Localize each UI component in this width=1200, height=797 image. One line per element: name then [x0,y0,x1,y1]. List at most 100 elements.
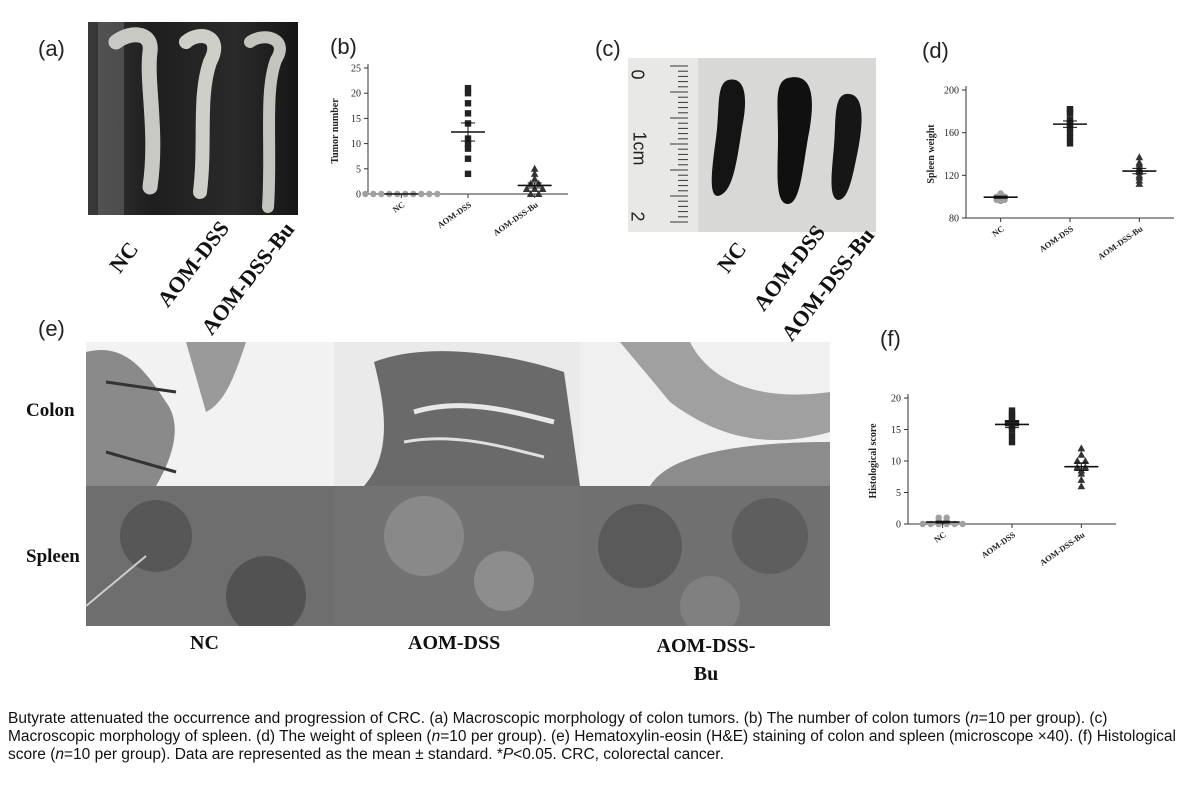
row-label-spleen: Spleen [26,546,80,567]
data-point [1073,457,1082,464]
caption-part-4: =10 per group). Data are represented as … [64,746,503,763]
histology-colon-aomdssbu [580,342,830,486]
histology-colon-aomdss [334,342,580,486]
caption-n-2: n [431,728,441,745]
data-point [464,90,472,97]
x-tick-label: AOM-DSS [435,199,473,230]
data-point [464,145,472,152]
histology-colon-nc [86,342,334,486]
data-point [919,520,926,528]
ruler-label-2: 2 [628,211,648,222]
x-tick-label: NC [932,529,948,544]
panel-c-group-nc: NC [712,236,752,278]
caption-part-3: =10 per group). (e) Hematoxylin-eosin (H… [8,728,1176,763]
y-tick-label: 15 [891,425,901,436]
x-tick-label: AOM-DSS-Bu [1038,529,1087,567]
x-tick-label: AOM-DSS-Bu [1096,223,1145,261]
data-point [464,170,472,178]
caption-part-2: =10 per group). (c) Macroscopic morpholo… [8,710,1108,745]
data-point [1135,153,1144,161]
ruler-ticks [670,65,688,223]
histology-spleen-aomdss [334,486,580,626]
x-tick-label: AOM-DSS [979,529,1017,560]
y-tick-label: 15 [351,114,361,125]
y-tick-label: 0 [896,520,901,531]
data-point [534,190,543,197]
data-point [464,155,472,162]
col-label-aomdss: AOM-DSS [408,632,501,654]
data-point [464,84,472,92]
data-point [378,190,385,198]
data-point [1008,432,1016,439]
data-point [1077,450,1086,458]
y-tick-label: 200 [944,86,959,97]
caption-part-5: <0.05. CRC, colorectal cancer. [513,746,724,763]
colon-photo [88,22,298,215]
caption-n-1: n [970,710,979,727]
y-tick-label: 120 [944,171,959,182]
caption-p: P [502,746,514,763]
col-label-nc: NC [190,632,219,654]
spleen-photo: 0 1cm 2 [628,58,876,232]
data-point [464,110,472,117]
data-point [434,190,441,198]
panel-a-label: (a) [38,36,65,61]
data-point [997,197,1004,205]
panel-b-label: (b) [330,34,357,59]
panel-a-group-nc: NC [104,236,144,278]
y-tick-label: 20 [351,89,361,100]
data-point [1081,457,1090,464]
y-axis-label: Histological score [868,423,879,499]
col-label-aomdssbu-text: AOM-DSS-Bu [656,635,756,685]
data-point [1066,110,1074,117]
caption-part-1: Butyrate attenuated the occurrence and p… [8,710,971,727]
data-point [1066,129,1074,136]
tumor-number-chart: 0 5 10 15 20 25 NC AOM-DSS AOM-DSS-Bu Tumor numbe… [330,64,568,238]
data-point [1008,426,1016,433]
data-point [530,174,539,182]
data-point [1077,469,1086,477]
x-tick-label: NC [391,199,407,214]
data-point [1135,179,1144,187]
data-point [370,190,377,198]
ruler-label-1cm: 1cm [629,131,650,166]
x-tick-label: AOM-DSS-Bu [491,199,540,237]
data-point [418,190,425,198]
data-point [426,190,433,198]
data-point [538,184,547,192]
data-point [1066,140,1074,147]
data-point [1008,438,1016,446]
data-point [1004,420,1012,427]
histology-spleen-aomdssbu [580,486,830,626]
data-point [1008,416,1016,424]
y-axis-label: Spleen weight [926,124,937,184]
data-point [522,184,531,192]
x-tick-label: NC [990,223,1006,238]
y-tick-label: 10 [891,457,901,468]
caption-n-3: n [55,746,64,763]
x-tick-label: AOM-DSS [1037,223,1075,254]
data-point [1012,420,1020,427]
data-point [530,169,539,177]
histological-score-chart: 0 5 10 15 20 NC AOM-DSS AOM-DSS-Bu Histological … [868,394,1116,568]
y-tick-label: 160 [944,128,959,139]
panel-c-label: (c) [595,36,621,61]
panel-f-label: (f) [880,326,901,351]
y-tick-label: 5 [896,488,901,499]
data-point [1077,482,1086,490]
data-point [1066,134,1074,142]
panel-d-label: (d) [922,38,949,63]
figure-caption: Butyrate attenuated the occurrence and p… [8,710,1193,764]
data-point [362,190,369,198]
ruler-label-0: 0 [628,69,648,80]
data-point [1077,444,1086,452]
y-tick-label: 80 [949,214,959,225]
y-tick-label: 20 [891,394,901,405]
data-point [530,184,539,192]
y-tick-label: 10 [351,139,361,150]
data-point [1077,475,1086,483]
y-tick-label: 5 [356,164,361,175]
data-point [959,520,966,528]
data-point [464,140,472,147]
row-label-colon: Colon [26,400,75,421]
